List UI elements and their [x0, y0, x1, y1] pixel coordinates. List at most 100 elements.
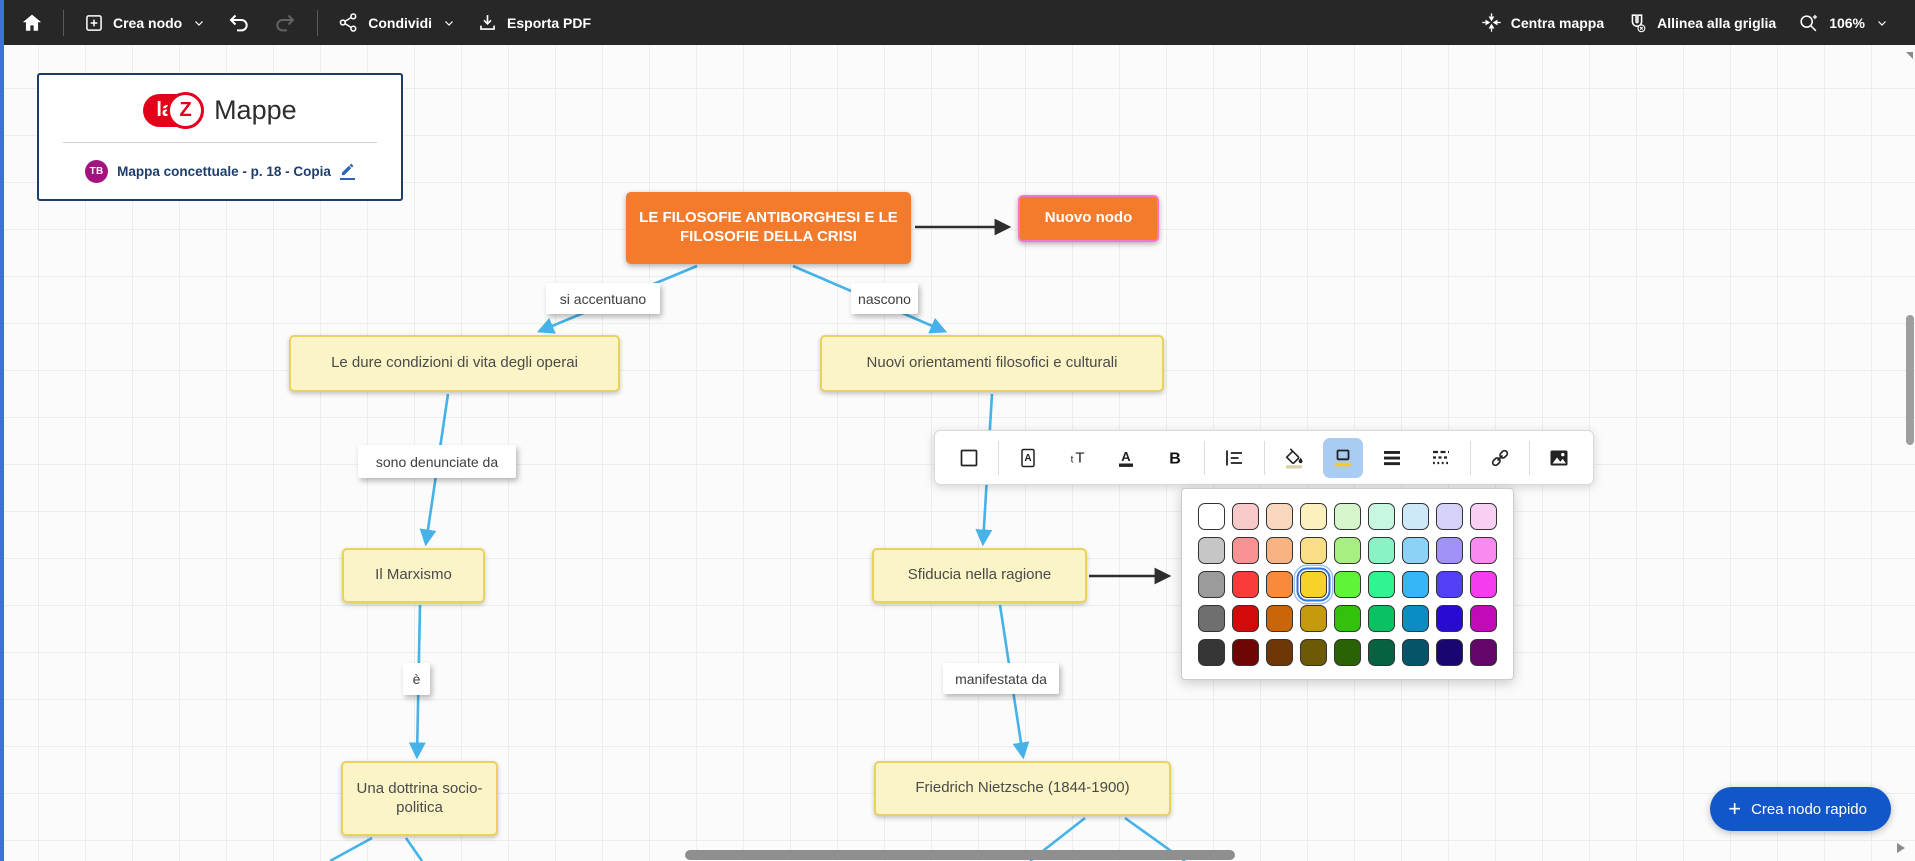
border-style-icon	[1432, 450, 1449, 464]
tool-link[interactable]	[1480, 438, 1520, 478]
color-swatch-f73bef[interactable]	[1470, 571, 1497, 598]
color-swatch-8cd1f6[interactable]	[1402, 537, 1429, 564]
color-swatch-a092f6[interactable]	[1436, 537, 1463, 564]
color-swatch-363636[interactable]	[1198, 639, 1225, 666]
color-swatch-f9c8c8[interactable]	[1232, 503, 1259, 530]
vertical-scrollbar-thumb[interactable]	[1906, 315, 1914, 445]
color-swatch-0a8dc2[interactable]	[1402, 605, 1429, 632]
color-swatch-a7ef81[interactable]	[1334, 537, 1361, 564]
color-swatch-36b6f7[interactable]	[1402, 571, 1429, 598]
zoom-control[interactable]: 106%	[1787, 6, 1899, 40]
color-swatch-d5d1f9[interactable]	[1436, 503, 1463, 530]
color-swatch-c7f6e1[interactable]	[1368, 503, 1395, 530]
allinea-griglia-button[interactable]: Allinea alla griglia	[1615, 6, 1787, 40]
tool-font-style[interactable]: A	[1008, 438, 1048, 478]
color-swatch-0ac263[interactable]	[1368, 605, 1395, 632]
tool-bold[interactable]: B	[1155, 438, 1195, 478]
edge-label-sono-denunciate-da[interactable]: sono denunciate da	[358, 445, 516, 478]
color-swatch-1a066e[interactable]	[1436, 639, 1463, 666]
edge-dottrina-to-fuori-schermo-2[interactable]	[404, 837, 424, 861]
node-filosofie[interactable]: LE FILOSOFIE ANTIBORGHESI E LE FILOSOFIE…	[626, 192, 911, 264]
color-swatch-2c6206[interactable]	[1334, 639, 1361, 666]
home-button[interactable]	[10, 6, 54, 40]
color-swatch-c20abb[interactable]	[1470, 605, 1497, 632]
node-sfiducia[interactable]: Sfiducia nella ragione	[872, 548, 1087, 603]
edge-label-e[interactable]: è	[403, 663, 430, 695]
color-swatch-d30a0a[interactable]	[1232, 605, 1259, 632]
tool-fill-color[interactable]	[1274, 438, 1314, 478]
owner-avatar: TB	[85, 159, 109, 183]
edge-dottrina-to-fuori-schermo-1[interactable]	[329, 836, 373, 861]
color-swatch-6e3706[interactable]	[1266, 639, 1293, 666]
tool-image[interactable]	[1539, 438, 1579, 478]
esporta-pdf-button[interactable]: Esporta PDF	[466, 6, 602, 39]
align-text-icon	[1226, 450, 1243, 465]
card-divider	[63, 142, 377, 143]
color-swatch-c59a0a[interactable]	[1300, 605, 1327, 632]
color-swatch-f99393[interactable]	[1232, 537, 1259, 564]
color-swatch-32c20a[interactable]	[1334, 605, 1361, 632]
color-swatch-065469[interactable]	[1402, 639, 1429, 666]
undo-button[interactable]	[216, 5, 262, 41]
crea-nodo-button[interactable]: Crea nodo	[73, 7, 216, 39]
toolbar-divider	[1204, 440, 1206, 475]
edit-title-button[interactable]	[339, 162, 355, 180]
color-swatch-cce8f9[interactable]	[1402, 503, 1429, 530]
horizontal-scrollbar-thumb[interactable]	[685, 850, 1235, 860]
toolbar-divider	[998, 440, 1000, 475]
tool-node-frame[interactable]	[949, 438, 989, 478]
color-swatch-62066a[interactable]	[1470, 639, 1497, 666]
color-swatch-60f438[interactable]	[1334, 571, 1361, 598]
toolbar-divider	[317, 9, 319, 36]
color-swatch-f7d229[interactable]	[1300, 571, 1327, 598]
node-dure-condizioni[interactable]: Le dure condizioni di vita degli operai	[289, 335, 620, 392]
crea-nodo-rapido-button[interactable]: + Crea nodo rapido	[1710, 787, 1891, 831]
tool-align-text[interactable]	[1214, 438, 1254, 478]
color-swatch-ca650a[interactable]	[1266, 605, 1293, 632]
svg-text:t: t	[1071, 454, 1074, 465]
edge-label-si-accentuano[interactable]: si accentuano	[546, 283, 660, 314]
edge-label-manifestata-da[interactable]: manifestata da	[943, 663, 1059, 694]
color-swatch-066241[interactable]	[1368, 639, 1395, 666]
color-swatch-6d5a06[interactable]	[1300, 639, 1327, 666]
centra-mappa-button[interactable]: Centra mappa	[1470, 6, 1615, 39]
color-swatch-6f6f6f[interactable]	[1198, 605, 1225, 632]
zoom-magnifier-icon	[1798, 12, 1820, 34]
color-swatch-ffffff[interactable]	[1198, 503, 1225, 530]
color-picker-panel	[1181, 488, 1514, 680]
color-swatch-d6f6cc[interactable]	[1334, 503, 1361, 530]
image-icon	[1550, 450, 1568, 465]
color-swatch-f98a3b[interactable]	[1266, 571, 1293, 598]
color-swatch-fad8bf[interactable]	[1266, 503, 1293, 530]
color-swatch-6e0606[interactable]	[1232, 639, 1259, 666]
node-nuovi-orientamenti[interactable]: Nuovi orientamenti filosofici e cultural…	[820, 335, 1164, 392]
color-swatch-f93b3b[interactable]	[1232, 571, 1259, 598]
color-swatch-31f491[interactable]	[1368, 571, 1395, 598]
color-swatch-290ad2[interactable]	[1436, 605, 1463, 632]
color-swatch-f9cff4[interactable]	[1470, 503, 1497, 530]
color-swatch-c6c6c6[interactable]	[1198, 537, 1225, 564]
color-swatch-f98bf0[interactable]	[1470, 537, 1497, 564]
scroll-right-arrow-icon[interactable]	[1897, 843, 1905, 853]
node-nuovo-nodo[interactable]: Nuovo nodo	[1018, 195, 1159, 242]
color-swatch-fade87[interactable]	[1300, 537, 1327, 564]
tool-border-style[interactable]	[1421, 438, 1461, 478]
tool-border-color[interactable]	[1322, 437, 1363, 478]
redo-button[interactable]	[262, 5, 308, 41]
tool-text-color[interactable]: A	[1106, 438, 1146, 478]
tool-border-thickness[interactable]	[1372, 438, 1412, 478]
condividi-button[interactable]: Condividi	[327, 6, 466, 39]
color-swatch-fcf0bc[interactable]	[1300, 503, 1327, 530]
edge-label-nascono[interactable]: nascono	[851, 283, 918, 314]
redo-icon	[273, 11, 297, 35]
node-marxismo[interactable]: Il Marxismo	[342, 548, 485, 603]
color-swatch-9b9b9b[interactable]	[1198, 571, 1225, 598]
node-nietzsche[interactable]: Friedrich Nietzsche (1844-1900)	[874, 761, 1171, 816]
chevron-down-icon	[1876, 17, 1888, 29]
color-swatch-88f4c6[interactable]	[1368, 537, 1395, 564]
color-swatch-5240f7[interactable]	[1436, 571, 1463, 598]
svg-text:T: T	[1076, 449, 1085, 466]
node-dottrina[interactable]: Una dottrina socio-politica	[341, 761, 498, 836]
color-swatch-f9b383[interactable]	[1266, 537, 1293, 564]
